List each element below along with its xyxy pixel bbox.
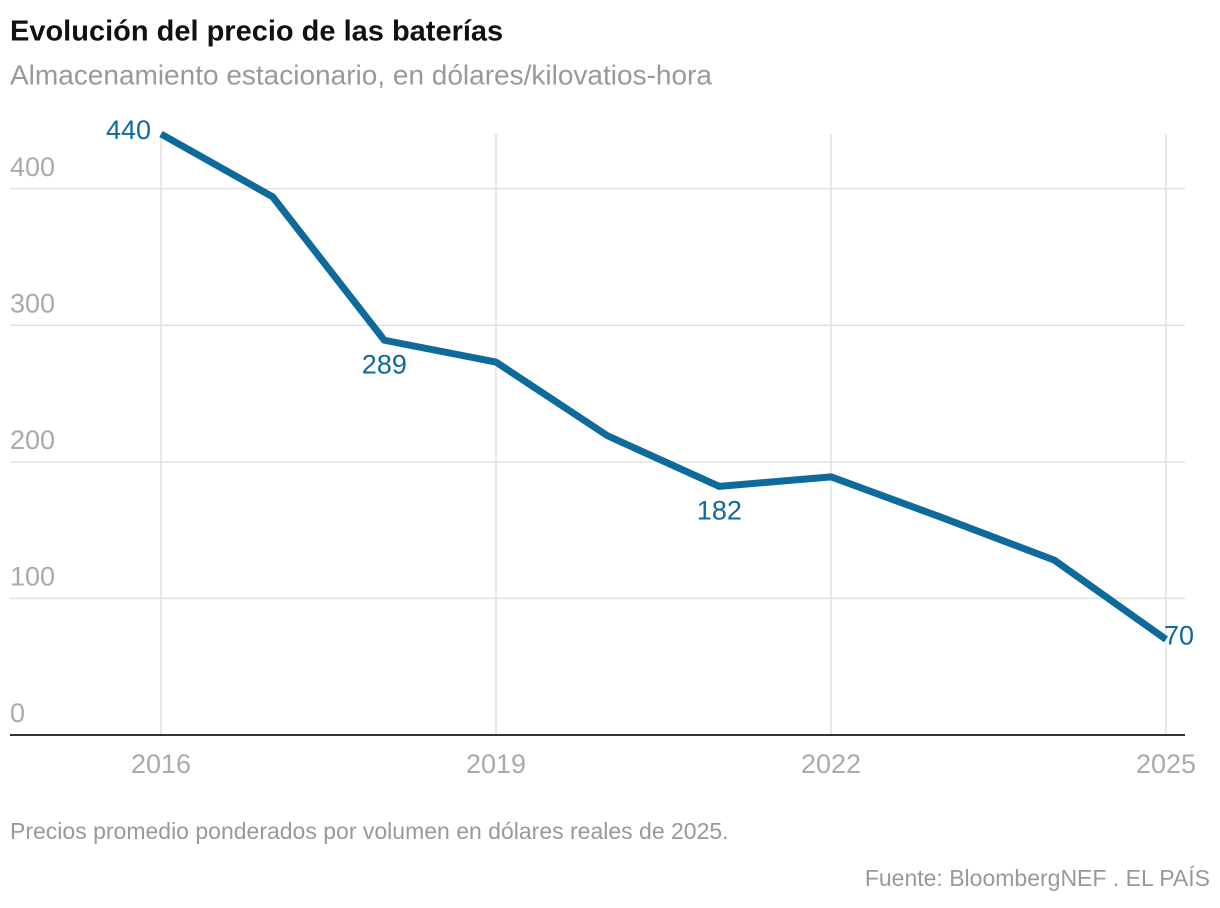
value-label: 289: [362, 349, 407, 379]
value-label: 440: [106, 115, 151, 145]
footnote: Precios promedio ponderados por volumen …: [10, 818, 729, 844]
value-label: 70: [1164, 621, 1194, 651]
y-tick-label: 0: [10, 698, 25, 728]
x-tick-label: 2019: [466, 749, 526, 779]
x-tick-label: 2022: [801, 749, 861, 779]
chart-title: Evolución del precio de las baterías: [10, 16, 503, 48]
chart-subtitle: Almacenamiento estacionario, en dólares/…: [10, 59, 712, 90]
x-tick-label: 2016: [131, 749, 191, 779]
value-label: 182: [697, 496, 742, 526]
line: [159, 130, 1169, 643]
y-tick-label: 400: [10, 152, 55, 182]
y-tick-label: 200: [10, 425, 55, 455]
y-tick-label: 300: [10, 288, 55, 318]
source: Fuente: BloombergNEF . EL PAÍS: [865, 865, 1210, 891]
x-tick-label: 2025: [1136, 749, 1196, 779]
y-tick-label: 100: [10, 562, 55, 592]
